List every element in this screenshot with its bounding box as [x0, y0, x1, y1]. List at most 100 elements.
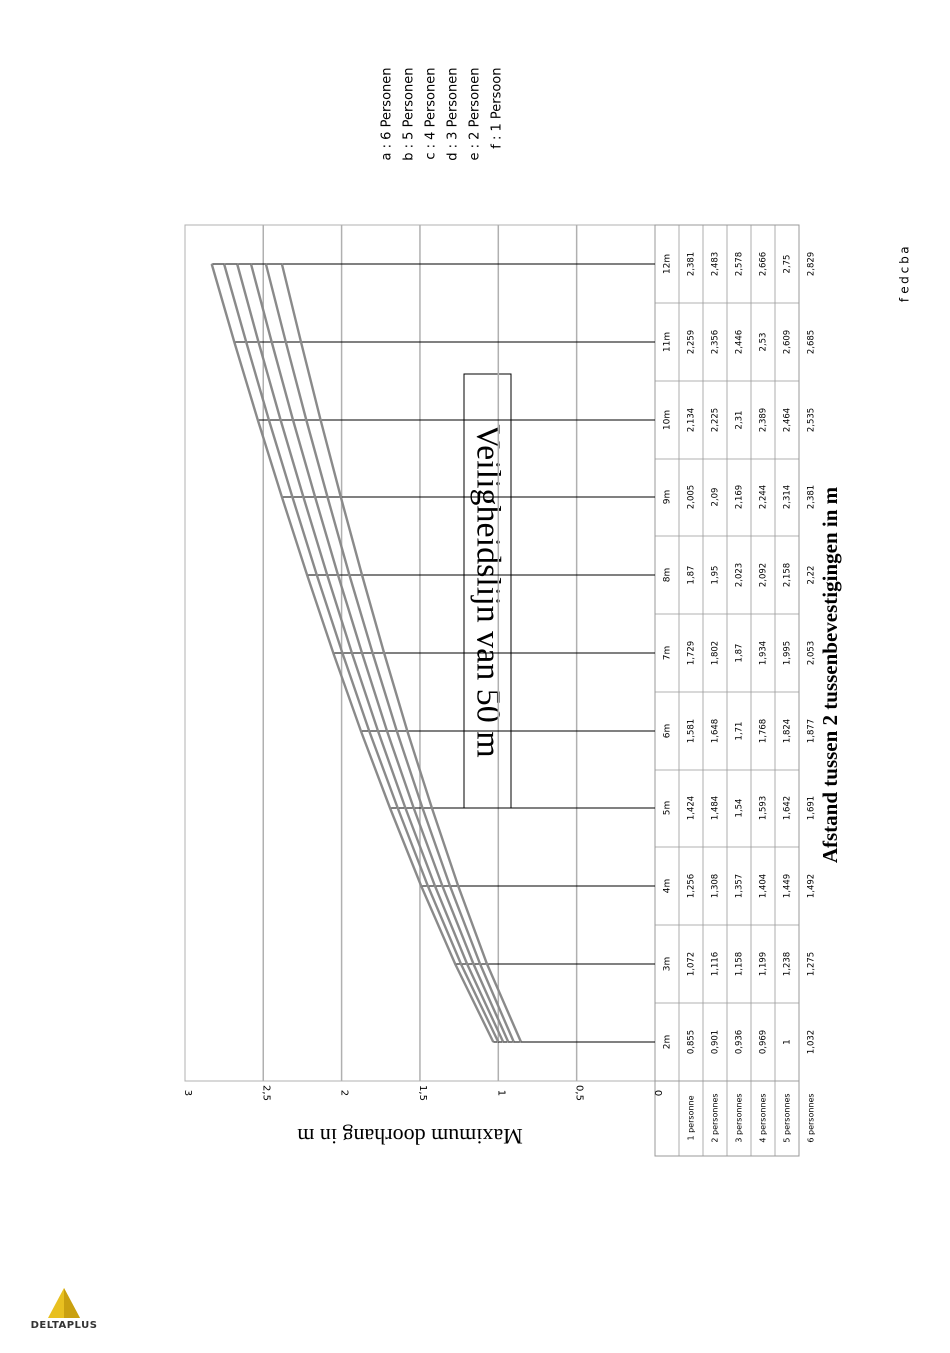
table-cell: 2,446 [735, 330, 745, 354]
series-line-d [249, 263, 510, 1043]
table-series-name: 2 personnes [711, 1093, 720, 1142]
series-line-e [264, 263, 515, 1043]
table-series-name: 5 personnes [783, 1093, 792, 1142]
table-cell: 1,072 [687, 952, 697, 976]
table-cell: 2,381 [687, 252, 697, 276]
table-series-name: 6 personnes [807, 1093, 816, 1142]
table-cell: 1,642 [783, 796, 793, 820]
table-cell: 1,199 [759, 952, 769, 976]
curve-label: a [898, 246, 912, 253]
table-cell: 2,09 [711, 488, 721, 507]
table-cell: 2,483 [711, 252, 721, 276]
curve-label: d [898, 276, 912, 284]
x-tick-label: 12m [663, 254, 673, 274]
table-cell: 2,31 [735, 411, 745, 430]
table-cell: 2,389 [759, 408, 769, 432]
table-cell: 1,308 [711, 874, 721, 898]
logo-triangle-icon [48, 1288, 80, 1318]
x-tick-label: 3m [663, 957, 673, 972]
table-cell: 2,535 [807, 408, 817, 432]
curve-label: e [898, 286, 912, 293]
table-cell: 1,032 [807, 1030, 817, 1054]
table-cell: 1,449 [783, 874, 793, 898]
x-tick-label: 11m [663, 332, 673, 352]
table-cell: 1,768 [759, 719, 769, 743]
table-cell: 1,802 [711, 641, 721, 665]
x-tick-label: 2m [663, 1035, 673, 1050]
table-series-name: 4 personnes [759, 1093, 768, 1142]
table-cell: 1,824 [783, 719, 793, 743]
x-tick-label: 5m [663, 801, 673, 816]
table-cell: 2,53 [759, 333, 769, 352]
table-cell: 1,877 [807, 719, 817, 743]
table-cell: 2,609 [783, 330, 793, 354]
table-cell: 1,593 [759, 796, 769, 820]
table-cell: 1,648 [711, 719, 721, 743]
series-line-f [280, 263, 523, 1043]
curve-label: c [898, 267, 912, 274]
table-cell: 1,116 [711, 952, 721, 976]
table-cell: 2,134 [687, 408, 697, 432]
series-lines [210, 263, 523, 1043]
table-cell: 1,691 [807, 796, 817, 820]
logo-wordmark: DELTAPLUS [30, 1320, 98, 1331]
table-cell: 1,729 [687, 641, 697, 665]
curve-label: f [898, 297, 912, 302]
table-cell: 1,995 [783, 641, 793, 665]
y-axis-title: Maximum doorhang in m [297, 1124, 523, 1149]
table-cell: 2,356 [711, 330, 721, 354]
grid [184, 224, 656, 1082]
table-cell: 2,092 [759, 563, 769, 587]
series-line-a [210, 263, 495, 1043]
table-cell: 2,685 [807, 330, 817, 354]
x-tick-label: 6m [663, 724, 673, 739]
table-cell: 2,829 [807, 252, 817, 276]
table-cell: 2,244 [759, 485, 769, 509]
table-cell: 2,158 [783, 563, 793, 587]
table-cell: 1,87 [735, 644, 745, 663]
series-line-b [222, 263, 500, 1043]
table-cell: 2,22 [807, 566, 817, 585]
deltaplus-logo: DELTAPLUS [14, 1286, 114, 1334]
table-cell: 2,314 [783, 485, 793, 509]
table-series-name: 3 personnes [735, 1093, 744, 1142]
table-cell: 2,464 [783, 408, 793, 432]
table-cell: 1 [783, 1039, 793, 1044]
table-cell: 1,581 [687, 719, 697, 743]
table-cell: 1,424 [687, 796, 697, 820]
table-cell: 2,666 [759, 252, 769, 276]
x-tick-label: 9m [663, 490, 673, 505]
series-line-c [236, 263, 505, 1043]
table-cell: 2,225 [711, 408, 721, 432]
y-tick-label: 1 [495, 1090, 506, 1096]
table-cell: 1,95 [711, 566, 721, 585]
table-cell: 2,75 [783, 255, 793, 274]
table-cell: 0,855 [687, 1030, 697, 1054]
x-tick-label: 10m [663, 410, 673, 430]
y-tick-label: 3 [182, 1090, 193, 1096]
table-cell: 1,71 [735, 722, 745, 741]
table-cell: 2,578 [735, 252, 745, 276]
table-cell: 1,484 [711, 796, 721, 820]
y-tick-label: 0 [652, 1090, 663, 1096]
y-tick-label: 0,5 [574, 1085, 585, 1101]
table-cell: 1,492 [807, 874, 817, 898]
table-cell: 2,259 [687, 330, 697, 354]
x-tick-label: 4m [663, 879, 673, 894]
table-cell: 1,357 [735, 874, 745, 898]
table-series-name: 1 personne [687, 1095, 696, 1140]
y-tick-label: 1,5 [417, 1085, 428, 1101]
table-cell: 1,404 [759, 874, 769, 898]
table-cell: 2,381 [807, 485, 817, 509]
table-cell: 0,901 [711, 1030, 721, 1054]
table-cell: 1,87 [687, 566, 697, 585]
table-cell: 1,256 [687, 874, 697, 898]
table-cell: 1,54 [735, 799, 745, 818]
table-cell: 2,023 [735, 563, 745, 587]
x-axis-title: Afstand tussen 2 tussenbevestigingen in … [818, 486, 842, 864]
drop-lines [211, 263, 655, 1043]
table-cell: 1,238 [783, 952, 793, 976]
